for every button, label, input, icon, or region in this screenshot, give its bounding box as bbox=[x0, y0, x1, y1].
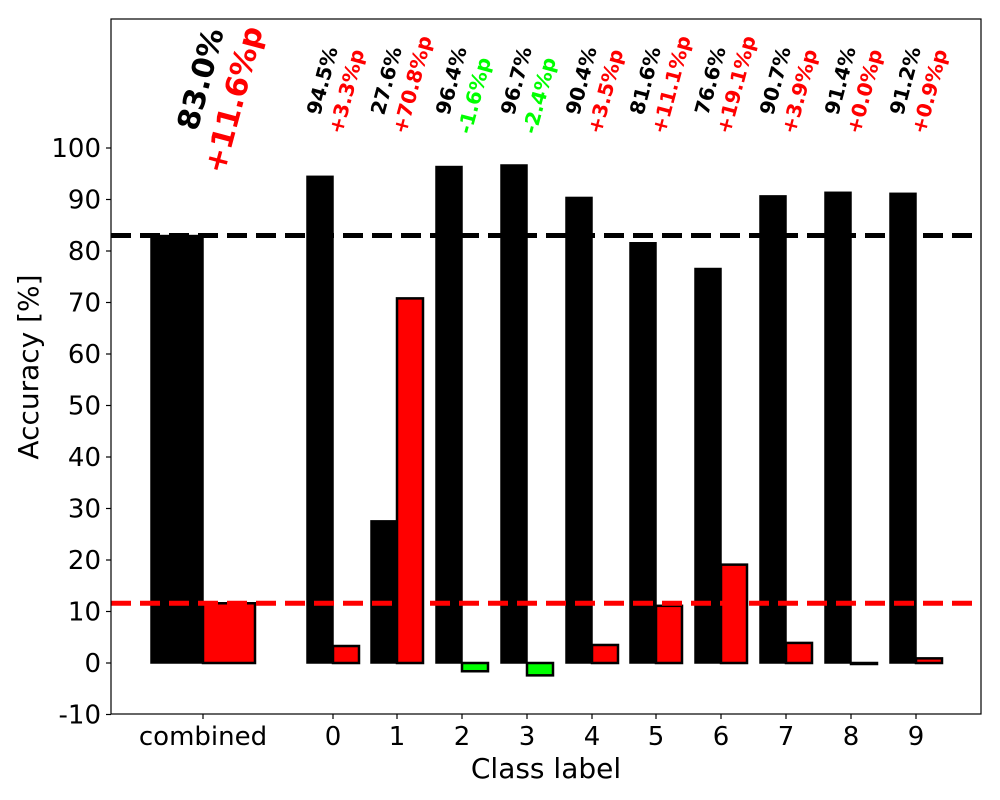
x-axis-title: Class label bbox=[471, 752, 621, 785]
y-tick-label: 30 bbox=[68, 495, 101, 525]
bar-accuracy-9 bbox=[889, 192, 917, 664]
bar-accuracy-0 bbox=[306, 175, 334, 664]
plot-area bbox=[111, 164, 981, 677]
y-tick-label: 70 bbox=[68, 289, 101, 319]
y-tick-label: 50 bbox=[68, 392, 101, 422]
bar-improvement-3 bbox=[525, 661, 555, 677]
y-tick-label: 0 bbox=[84, 649, 101, 679]
x-tick-label-4: 4 bbox=[584, 722, 601, 752]
bar-improvement-4 bbox=[590, 643, 620, 665]
y-tick-label: 80 bbox=[68, 237, 101, 267]
x-tick-label-8: 8 bbox=[843, 722, 860, 752]
bar-accuracy-5 bbox=[629, 242, 657, 664]
bar-improvement-6 bbox=[719, 563, 749, 665]
x-tick-label-5: 5 bbox=[648, 722, 665, 752]
x-tick-label-7: 7 bbox=[778, 722, 795, 752]
x-tick-label-9: 9 bbox=[908, 722, 925, 752]
axis-ticks: combined 0 1 2 3 4 5 6 7 8 9 -10 0 10 20 30 40 50 60 70 80 90… bbox=[51, 134, 924, 752]
bar-accuracy-3 bbox=[500, 164, 528, 664]
x-tick-label-1: 1 bbox=[389, 722, 406, 752]
bar-improvement-9 bbox=[914, 657, 944, 665]
bar-accuracy-combined bbox=[150, 234, 204, 664]
y-axis-title: Accuracy [%] bbox=[12, 274, 45, 459]
y-tick-label: 90 bbox=[68, 186, 101, 216]
y-tick-label: 100 bbox=[51, 134, 101, 164]
bar-improvement-7 bbox=[784, 641, 814, 665]
bar-accuracy-8 bbox=[824, 191, 852, 664]
y-tick-label: 20 bbox=[68, 546, 101, 576]
bar-accuracy-6 bbox=[694, 267, 722, 664]
bar-accuracy-4 bbox=[565, 196, 593, 664]
x-tick-label-6: 6 bbox=[713, 722, 730, 752]
y-tick-label: 60 bbox=[68, 340, 101, 370]
bar-improvement-0 bbox=[331, 644, 361, 665]
bar-improvement-8 bbox=[849, 661, 879, 666]
bar-accuracy-2 bbox=[435, 165, 463, 664]
x-tick-label-0: 0 bbox=[325, 722, 342, 752]
axes-frame bbox=[110, 18, 982, 715]
x-tick-label-3: 3 bbox=[519, 722, 536, 752]
x-tick-label-2: 2 bbox=[454, 722, 471, 752]
bar-accuracy-7 bbox=[759, 195, 787, 664]
x-tick-label-combined: combined bbox=[139, 722, 267, 752]
bar-improvement-5 bbox=[654, 604, 684, 665]
bar-accuracy-1 bbox=[370, 520, 398, 664]
y-tick-label: 40 bbox=[68, 443, 101, 473]
bar-improvement-2 bbox=[460, 661, 490, 673]
annotations: 83.0%+11.6%p 94.5%+3.3%p27.6%+70.8%p96.4%… bbox=[171, 22, 952, 177]
bar-improvement-1 bbox=[395, 297, 425, 665]
y-tick-label: -10 bbox=[59, 701, 101, 731]
y-tick-label: 10 bbox=[68, 598, 101, 628]
bar-improvement-combined bbox=[201, 602, 257, 665]
